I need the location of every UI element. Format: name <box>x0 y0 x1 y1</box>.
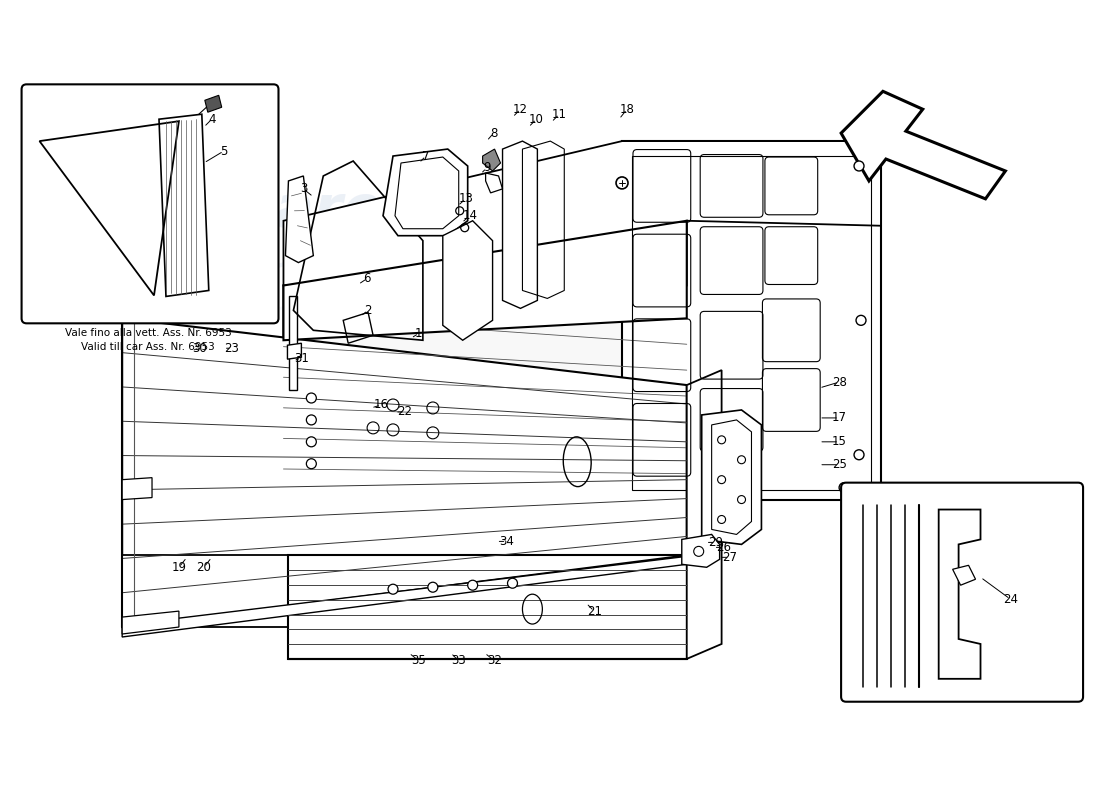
Polygon shape <box>289 297 297 390</box>
Text: 26: 26 <box>716 541 732 554</box>
Text: 31: 31 <box>294 352 309 365</box>
Text: 8: 8 <box>490 126 497 140</box>
Polygon shape <box>286 176 313 262</box>
Text: 9: 9 <box>483 162 491 174</box>
Text: 27: 27 <box>722 551 737 564</box>
Text: 15: 15 <box>832 435 847 448</box>
Circle shape <box>856 315 866 326</box>
FancyBboxPatch shape <box>842 482 1084 702</box>
Polygon shape <box>284 221 686 340</box>
Text: 2: 2 <box>364 304 372 317</box>
Text: 19: 19 <box>172 561 186 574</box>
Polygon shape <box>443 221 493 340</box>
Text: 33: 33 <box>451 654 466 667</box>
Polygon shape <box>483 149 500 171</box>
Text: 25: 25 <box>832 458 847 471</box>
Polygon shape <box>621 141 881 499</box>
Text: 30: 30 <box>192 342 207 354</box>
Text: 13: 13 <box>459 192 473 206</box>
Polygon shape <box>503 141 538 308</box>
Polygon shape <box>953 566 976 586</box>
Circle shape <box>839 482 849 493</box>
FancyBboxPatch shape <box>22 84 278 323</box>
Text: Valid till car Ass. Nr. 6953: Valid till car Ass. Nr. 6953 <box>81 342 214 352</box>
Circle shape <box>468 580 477 590</box>
Polygon shape <box>682 534 719 567</box>
Text: 32: 32 <box>487 654 502 667</box>
Text: 16: 16 <box>374 398 388 411</box>
Text: 35: 35 <box>411 654 427 667</box>
Circle shape <box>507 578 517 588</box>
Text: eurospares: eurospares <box>50 182 418 239</box>
Text: 22: 22 <box>397 406 412 418</box>
Polygon shape <box>702 410 761 544</box>
Polygon shape <box>287 343 301 359</box>
Circle shape <box>388 584 398 594</box>
Text: 5: 5 <box>220 145 228 158</box>
Polygon shape <box>686 370 722 659</box>
Polygon shape <box>122 611 179 634</box>
Circle shape <box>307 437 317 447</box>
Text: 3: 3 <box>299 182 307 195</box>
Text: 21: 21 <box>586 605 602 618</box>
Text: 4: 4 <box>208 113 216 126</box>
Circle shape <box>854 450 864 460</box>
Text: eurospares: eurospares <box>418 342 786 398</box>
Text: 29: 29 <box>708 536 723 549</box>
Text: 14: 14 <box>462 210 477 222</box>
Circle shape <box>307 458 317 469</box>
Polygon shape <box>284 286 686 499</box>
Text: 34: 34 <box>499 535 514 548</box>
Polygon shape <box>122 555 686 627</box>
Text: 1: 1 <box>415 326 422 340</box>
Text: 18: 18 <box>619 102 635 116</box>
Polygon shape <box>383 149 468 236</box>
Text: 10: 10 <box>529 113 543 126</box>
Circle shape <box>307 393 317 403</box>
Polygon shape <box>205 95 222 112</box>
Text: 17: 17 <box>832 411 847 425</box>
Circle shape <box>616 177 628 189</box>
Text: 11: 11 <box>552 108 567 121</box>
Text: 20: 20 <box>197 561 211 574</box>
Text: 23: 23 <box>224 342 239 354</box>
Text: Vale fino alla vett. Ass. Nr. 6953: Vale fino alla vett. Ass. Nr. 6953 <box>65 328 231 338</box>
Text: 7: 7 <box>422 150 430 162</box>
Text: 28: 28 <box>832 375 847 389</box>
Text: 24: 24 <box>1003 593 1018 606</box>
Polygon shape <box>938 510 980 679</box>
Polygon shape <box>288 555 686 659</box>
Circle shape <box>307 415 317 425</box>
Text: 12: 12 <box>513 102 528 116</box>
Polygon shape <box>122 556 686 637</box>
Polygon shape <box>122 318 686 627</box>
Text: 6: 6 <box>363 272 371 285</box>
Circle shape <box>428 582 438 592</box>
Polygon shape <box>842 91 1005 199</box>
Polygon shape <box>284 141 881 286</box>
Polygon shape <box>122 478 152 499</box>
Circle shape <box>854 161 864 171</box>
